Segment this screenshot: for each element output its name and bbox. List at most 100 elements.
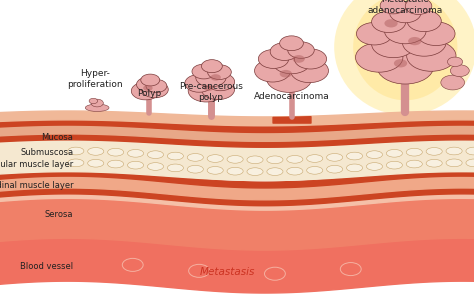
Ellipse shape bbox=[366, 163, 383, 170]
Ellipse shape bbox=[287, 155, 303, 163]
Circle shape bbox=[201, 79, 235, 100]
Circle shape bbox=[89, 98, 98, 104]
Ellipse shape bbox=[167, 152, 183, 160]
Circle shape bbox=[372, 11, 406, 33]
Ellipse shape bbox=[227, 167, 243, 175]
Circle shape bbox=[294, 49, 327, 69]
Ellipse shape bbox=[426, 159, 442, 167]
Ellipse shape bbox=[366, 151, 383, 158]
Text: Mucosa: Mucosa bbox=[42, 133, 73, 142]
Circle shape bbox=[91, 99, 103, 107]
Ellipse shape bbox=[187, 154, 203, 161]
Circle shape bbox=[131, 82, 160, 100]
Ellipse shape bbox=[85, 104, 109, 112]
Circle shape bbox=[258, 49, 289, 68]
Circle shape bbox=[447, 57, 463, 67]
Circle shape bbox=[203, 85, 214, 91]
Circle shape bbox=[407, 10, 441, 32]
Text: Serosa: Serosa bbox=[45, 210, 73, 219]
Ellipse shape bbox=[68, 147, 84, 155]
Ellipse shape bbox=[227, 155, 243, 163]
Circle shape bbox=[394, 59, 407, 67]
Circle shape bbox=[201, 60, 222, 73]
Ellipse shape bbox=[327, 154, 343, 161]
Ellipse shape bbox=[187, 165, 203, 173]
Ellipse shape bbox=[334, 0, 474, 115]
Text: Polyp: Polyp bbox=[137, 89, 162, 98]
Ellipse shape bbox=[147, 163, 164, 170]
Circle shape bbox=[377, 49, 434, 84]
Ellipse shape bbox=[247, 168, 263, 176]
Circle shape bbox=[142, 81, 168, 98]
Circle shape bbox=[208, 65, 231, 80]
Ellipse shape bbox=[167, 164, 183, 172]
Ellipse shape bbox=[267, 168, 283, 176]
Circle shape bbox=[390, 3, 421, 23]
Ellipse shape bbox=[108, 160, 124, 168]
Ellipse shape bbox=[88, 148, 104, 155]
Ellipse shape bbox=[307, 155, 323, 163]
Ellipse shape bbox=[446, 159, 462, 167]
Circle shape bbox=[185, 75, 213, 92]
Ellipse shape bbox=[267, 156, 283, 164]
Circle shape bbox=[372, 30, 415, 58]
Ellipse shape bbox=[353, 0, 457, 100]
Text: Metastatic
adenocarcinoma: Metastatic adenocarcinoma bbox=[368, 0, 443, 15]
Circle shape bbox=[288, 42, 314, 58]
Circle shape bbox=[255, 59, 291, 82]
Circle shape bbox=[407, 41, 456, 71]
Circle shape bbox=[384, 19, 398, 28]
Ellipse shape bbox=[466, 147, 474, 155]
Circle shape bbox=[143, 85, 153, 91]
Circle shape bbox=[192, 64, 216, 79]
Ellipse shape bbox=[147, 151, 164, 158]
Ellipse shape bbox=[108, 148, 124, 156]
Ellipse shape bbox=[207, 155, 223, 163]
Circle shape bbox=[417, 22, 455, 46]
Circle shape bbox=[270, 43, 299, 60]
Ellipse shape bbox=[128, 161, 144, 169]
Ellipse shape bbox=[346, 152, 363, 160]
Circle shape bbox=[356, 22, 392, 45]
Ellipse shape bbox=[128, 149, 144, 157]
Ellipse shape bbox=[307, 167, 323, 174]
Circle shape bbox=[280, 36, 303, 51]
Circle shape bbox=[146, 79, 167, 92]
Text: Blood vessel: Blood vessel bbox=[20, 262, 73, 271]
Text: Pre-cancerous
polyp: Pre-cancerous polyp bbox=[179, 82, 243, 102]
Ellipse shape bbox=[406, 148, 422, 156]
Ellipse shape bbox=[207, 167, 223, 174]
Text: Longitudinal muscle layer: Longitudinal muscle layer bbox=[0, 181, 73, 189]
Circle shape bbox=[405, 0, 432, 15]
Circle shape bbox=[210, 74, 221, 81]
Circle shape bbox=[141, 74, 160, 86]
Ellipse shape bbox=[446, 147, 462, 155]
Circle shape bbox=[384, 18, 426, 44]
Ellipse shape bbox=[466, 159, 474, 167]
Ellipse shape bbox=[68, 159, 84, 167]
Ellipse shape bbox=[386, 161, 402, 169]
Ellipse shape bbox=[406, 160, 422, 168]
Ellipse shape bbox=[386, 149, 402, 157]
Circle shape bbox=[441, 75, 465, 90]
Text: Hyper-
proliferation: Hyper- proliferation bbox=[67, 69, 123, 89]
Circle shape bbox=[408, 37, 421, 45]
Circle shape bbox=[402, 29, 446, 56]
Circle shape bbox=[206, 73, 235, 91]
Circle shape bbox=[380, 0, 407, 14]
Circle shape bbox=[291, 59, 328, 83]
Text: Submuscosa: Submuscosa bbox=[20, 148, 73, 157]
Circle shape bbox=[273, 50, 310, 74]
Ellipse shape bbox=[287, 167, 303, 175]
Circle shape bbox=[292, 55, 305, 63]
Text: Adenocarcinoma: Adenocarcinoma bbox=[254, 92, 329, 101]
Circle shape bbox=[280, 70, 292, 78]
Circle shape bbox=[266, 64, 312, 92]
Text: Circular muscle layer: Circular muscle layer bbox=[0, 160, 73, 169]
Text: Metastasis: Metastasis bbox=[200, 267, 255, 277]
Ellipse shape bbox=[346, 164, 363, 172]
Circle shape bbox=[196, 68, 226, 87]
Ellipse shape bbox=[88, 160, 104, 167]
Circle shape bbox=[450, 65, 469, 77]
Ellipse shape bbox=[327, 165, 343, 173]
